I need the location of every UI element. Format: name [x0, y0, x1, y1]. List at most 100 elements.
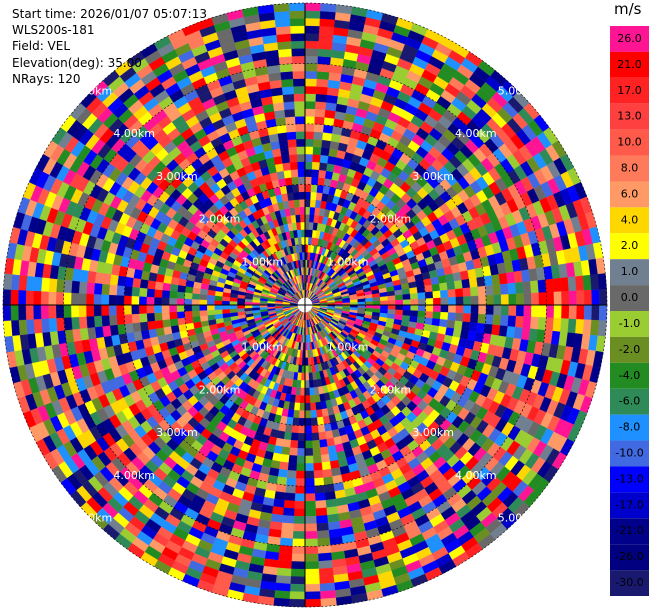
velocity-gate [280, 147, 290, 157]
velocity-gate [485, 304, 494, 316]
velocity-gate [296, 146, 306, 155]
velocity-gate [485, 314, 494, 325]
velocity-gate [192, 315, 201, 323]
velocity-gate [316, 78, 329, 88]
velocity-gate [455, 288, 464, 298]
velocity-gate [284, 492, 296, 502]
velocity-gate [296, 463, 306, 472]
velocity-gate [123, 313, 133, 325]
velocity-gate [63, 317, 73, 331]
velocity-gate [301, 365, 306, 374]
colorbar-tick-label: 1.0 [621, 265, 639, 278]
velocity-gate [297, 236, 302, 246]
velocity-gate [433, 304, 442, 313]
velocity-gate [273, 597, 290, 607]
colorbar-tick-label: -2.0 [619, 343, 640, 356]
velocity-gate [78, 316, 88, 329]
velocity-gate [314, 485, 325, 494]
velocity-gate [10, 274, 20, 291]
velocity-gate [169, 318, 179, 327]
velocity-gate [304, 387, 310, 396]
velocity-gate [304, 100, 316, 110]
velocity-gate [321, 461, 332, 471]
velocity-gate [63, 304, 72, 318]
velocity-gate [48, 278, 58, 293]
velocity-gate [294, 100, 306, 110]
velocity-gate [294, 485, 306, 494]
velocity-gate [25, 304, 34, 320]
velocity-gate [278, 139, 289, 149]
velocity-gate [324, 491, 336, 501]
velocity-gate [431, 283, 441, 292]
colorbar-tick-label: 6.0 [621, 187, 639, 200]
velocity-gate [131, 286, 140, 297]
velocity-gate [309, 206, 316, 216]
velocity-gate [291, 561, 306, 570]
velocity-gate [394, 289, 403, 296]
velocity-gate [291, 546, 306, 555]
velocity-gate [280, 71, 294, 80]
velocity-gate [461, 278, 471, 289]
velocity-gate [313, 138, 323, 148]
velocity-gate [304, 365, 309, 374]
velocity-gate [296, 455, 306, 464]
velocity-gate [311, 176, 319, 186]
velocity-gate [440, 297, 449, 306]
velocity-gate [288, 199, 295, 209]
velocity-gate [410, 304, 419, 312]
velocity-gate [315, 507, 328, 517]
velocity-gate [325, 498, 338, 508]
velocity-gate [295, 214, 301, 223]
velocity-gate [323, 483, 335, 493]
velocity-gate [292, 531, 306, 540]
velocity-gate [291, 55, 306, 64]
velocity-gate [324, 109, 336, 119]
velocity-gate [298, 191, 306, 200]
velocity-gate [304, 93, 317, 102]
velocity-gate [282, 507, 295, 517]
velocity-gate [296, 153, 306, 162]
velocity-gate [446, 319, 456, 329]
velocity-gate [319, 582, 336, 592]
velocity-gate [310, 191, 318, 201]
ring-label: 3.00km [412, 170, 454, 183]
velocity-gate [304, 470, 315, 479]
velocity-gate [108, 314, 118, 326]
velocity-gate [293, 93, 306, 102]
velocity-gate [304, 538, 318, 547]
velocity-gate [288, 146, 298, 155]
velocity-gate [309, 402, 317, 411]
velocity-gate [299, 206, 306, 215]
velocity-gate [537, 279, 547, 293]
velocity-gate [2, 289, 12, 306]
velocity-gate [281, 446, 291, 456]
velocity-gate [146, 312, 155, 322]
velocity-gate [432, 290, 441, 299]
velocity-gate [575, 275, 585, 291]
velocity-gate [304, 425, 312, 434]
velocity-gate [297, 433, 306, 442]
ring-label: 4.00km [113, 127, 155, 140]
velocity-gate [272, 498, 285, 508]
velocity-gate [308, 364, 313, 374]
velocity-gate [277, 468, 288, 478]
velocity-gate [206, 294, 216, 301]
velocity-gate [304, 485, 316, 494]
velocity-gate [394, 309, 404, 316]
velocity-gate [154, 281, 164, 291]
velocity-gate [221, 300, 230, 306]
velocity-gate [289, 439, 299, 449]
velocity-gate [199, 315, 209, 322]
velocity-gate [294, 493, 306, 502]
velocity-gate [546, 291, 555, 306]
velocity-gate [500, 304, 510, 316]
velocity-gate [560, 277, 570, 292]
velocity-gate [316, 71, 330, 80]
velocity-gate [462, 287, 472, 297]
velocity-gate [313, 477, 325, 487]
velocity-gate [154, 312, 163, 321]
velocity-gate [276, 567, 292, 577]
velocity-gate [176, 298, 185, 306]
velocity-gate [417, 298, 426, 306]
velocity-gate [102, 325, 112, 338]
